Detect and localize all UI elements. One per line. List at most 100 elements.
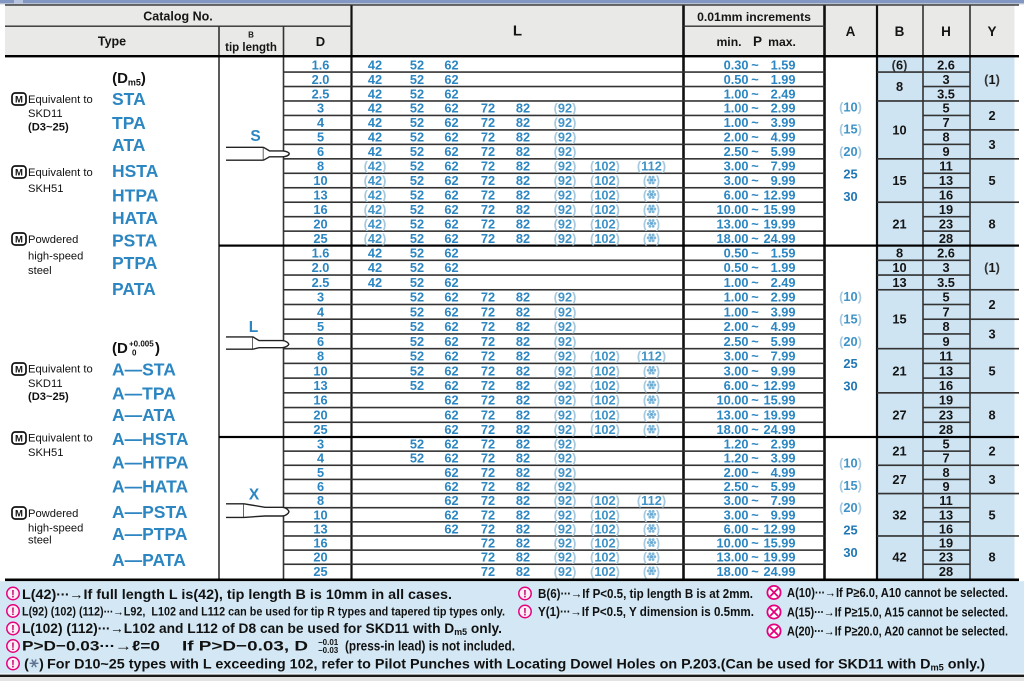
svg-text:82: 82 <box>516 216 530 231</box>
svg-text:(: ( <box>643 379 648 393</box>
svg-text:Equivalent to: Equivalent to <box>28 364 93 376</box>
svg-text:13: 13 <box>939 507 953 522</box>
svg-text:13: 13 <box>313 521 327 536</box>
svg-text:~: ~ <box>751 564 758 579</box>
svg-text:62: 62 <box>444 349 458 364</box>
svg-text:Equivalent to: Equivalent to <box>28 433 93 445</box>
svg-text:(102): (102) <box>590 564 620 579</box>
svg-text:Y: Y <box>987 24 996 39</box>
svg-text:82: 82 <box>516 231 530 246</box>
svg-text:(92): (92) <box>554 451 577 466</box>
svg-text:(: ( <box>643 394 648 408</box>
svg-text:(92): (92) <box>554 115 577 130</box>
svg-text:(92): (92) <box>554 422 577 437</box>
svg-text:72: 72 <box>481 304 495 319</box>
svg-text:82: 82 <box>516 407 530 422</box>
svg-text:16: 16 <box>939 187 953 202</box>
svg-text:82: 82 <box>516 451 530 466</box>
svg-text:A—PATA: A—PATA <box>112 550 186 570</box>
svg-text:23: 23 <box>939 550 953 565</box>
svg-text:5.99: 5.99 <box>771 479 796 494</box>
svg-text:!: ! <box>11 659 15 671</box>
svg-text:A—PTPA: A—PTPA <box>112 524 188 544</box>
svg-text:27: 27 <box>892 407 906 422</box>
svg-text:(102): (102) <box>590 202 620 217</box>
svg-text:(92): (92) <box>554 334 577 349</box>
svg-text:20: 20 <box>313 407 327 422</box>
svg-text:9.99: 9.99 <box>771 363 796 378</box>
svg-text:~: ~ <box>751 349 758 364</box>
svg-text:(6): (6) <box>892 57 908 72</box>
svg-text:27: 27 <box>892 472 906 487</box>
svg-text:8: 8 <box>317 159 324 174</box>
svg-text:1.20: 1.20 <box>724 451 749 466</box>
svg-text:5: 5 <box>317 319 324 334</box>
svg-text:(92): (92) <box>554 290 577 305</box>
svg-text:): ) <box>656 565 660 579</box>
svg-text:−0.03: −0.03 <box>318 646 339 655</box>
svg-text:72: 72 <box>481 536 495 551</box>
svg-text:62: 62 <box>444 144 458 159</box>
svg-text:28: 28 <box>939 231 953 246</box>
svg-text:(92): (92) <box>554 407 577 422</box>
svg-text:52: 52 <box>410 245 424 260</box>
svg-text:): ) <box>656 537 660 551</box>
svg-text:16: 16 <box>313 536 327 551</box>
svg-text:24.99: 24.99 <box>763 422 795 437</box>
svg-text:(15): (15) <box>839 122 862 137</box>
svg-text:7.99: 7.99 <box>771 349 796 364</box>
svg-text:21: 21 <box>892 444 906 459</box>
svg-text:9.99: 9.99 <box>771 173 796 188</box>
svg-text:5: 5 <box>988 173 995 188</box>
svg-text:Powdered: Powdered <box>28 508 78 520</box>
svg-text:10.00: 10.00 <box>716 536 748 551</box>
svg-text:62: 62 <box>444 86 458 101</box>
svg-text:8: 8 <box>988 216 995 231</box>
svg-text:72: 72 <box>481 493 495 508</box>
svg-text:20: 20 <box>313 216 327 231</box>
svg-text:52: 52 <box>410 437 424 452</box>
svg-text:19: 19 <box>939 536 953 551</box>
svg-text:2.0: 2.0 <box>312 72 330 87</box>
svg-text:~: ~ <box>751 536 758 551</box>
svg-text:13: 13 <box>892 275 906 290</box>
svg-text:4.99: 4.99 <box>771 465 796 480</box>
svg-text:13.00: 13.00 <box>716 407 748 422</box>
svg-text:25: 25 <box>313 422 327 437</box>
svg-text:SKH51: SKH51 <box>28 447 63 459</box>
svg-text:62: 62 <box>444 72 458 87</box>
svg-text:(92): (92) <box>554 349 577 364</box>
svg-text:6: 6 <box>317 144 324 159</box>
svg-text:1.99: 1.99 <box>771 260 796 275</box>
svg-text:72: 72 <box>481 451 495 466</box>
svg-text:Catalog No.: Catalog No. <box>143 10 212 24</box>
svg-text:1.6: 1.6 <box>312 245 330 260</box>
svg-text:ATA: ATA <box>112 135 146 155</box>
svg-text:72: 72 <box>481 173 495 188</box>
svg-text:3.5: 3.5 <box>937 86 955 101</box>
svg-text:62: 62 <box>444 57 458 72</box>
svg-text:B: B <box>895 24 905 39</box>
svg-text:~: ~ <box>751 115 758 130</box>
svg-text:(92): (92) <box>554 507 577 522</box>
svg-text:42: 42 <box>368 57 382 72</box>
svg-text:24.99: 24.99 <box>763 231 795 246</box>
svg-text:3.00: 3.00 <box>724 173 749 188</box>
svg-text:3: 3 <box>942 72 949 87</box>
svg-text:62: 62 <box>444 521 458 536</box>
svg-text:3.5: 3.5 <box>937 275 955 290</box>
svg-text:3: 3 <box>988 472 995 487</box>
svg-text:~: ~ <box>751 319 758 334</box>
svg-text:(102): (102) <box>590 493 620 508</box>
svg-text:(102): (102) <box>590 349 620 364</box>
svg-text:82: 82 <box>516 349 530 364</box>
svg-text:(92): (92) <box>554 173 577 188</box>
svg-text:M: M <box>15 94 23 105</box>
svg-text:5: 5 <box>988 507 995 522</box>
svg-text:0: 0 <box>132 349 137 358</box>
svg-text:82: 82 <box>516 304 530 319</box>
svg-text:(42): (42) <box>364 173 387 188</box>
svg-text:52: 52 <box>410 334 424 349</box>
svg-text:2: 2 <box>988 297 995 312</box>
svg-text:0.50: 0.50 <box>724 72 749 87</box>
